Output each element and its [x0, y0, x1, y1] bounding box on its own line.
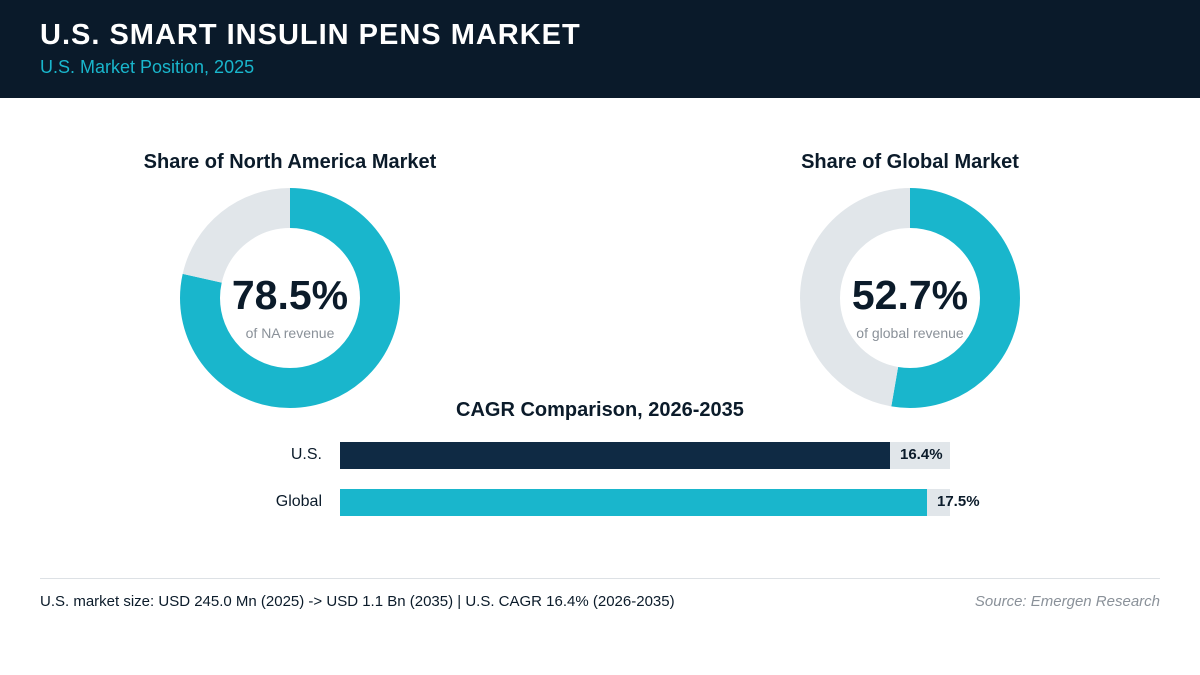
- page-title: U.S. SMART INSULIN PENS MARKET: [40, 19, 581, 51]
- global-share-caption: of global revenue: [856, 325, 964, 341]
- bar-track-us: 16.4%: [340, 442, 950, 469]
- footer-divider: [40, 578, 1160, 579]
- bar-us: [340, 442, 890, 469]
- bar-value-us: 16.4%: [900, 446, 943, 463]
- na-share-chart-title: Share of North America Market: [143, 151, 437, 173]
- footer-source: Source: Emergen Research: [974, 593, 1160, 610]
- global-share-chart-title: Share of Global Market: [801, 151, 1019, 173]
- donut-svg: [180, 188, 400, 408]
- global-share-value: 52.7%: [851, 272, 969, 318]
- bar-label-us: U.S.: [290, 446, 322, 463]
- donut-slice-remainder: [180, 188, 400, 408]
- bar-label-global: Global: [275, 493, 322, 510]
- cagr-chart-title: CAGR Comparison, 2026-2035: [456, 399, 744, 421]
- page-subtitle: U.S. Market Position, 2025: [40, 57, 255, 77]
- na-share-donut-chart: 78.5% of NA revenue: [180, 188, 400, 408]
- bar-global: [340, 489, 927, 516]
- na-share-value: 78.5%: [231, 272, 349, 318]
- footer-note: U.S. market size: USD 245.0 Mn (2025) ->…: [40, 593, 675, 610]
- bar-value-global: 17.5%: [937, 493, 980, 510]
- bar-track-global: 17.5%: [340, 489, 980, 516]
- donut-svg: [800, 188, 1020, 408]
- donut-slice-remainder: [800, 188, 1020, 408]
- na-share-caption: of NA revenue: [245, 325, 335, 341]
- header-bar: U.S. SMART INSULIN PENS MARKET U.S. Mark…: [0, 0, 1200, 98]
- global-share-donut-chart: 52.7% of global revenue: [800, 188, 1020, 408]
